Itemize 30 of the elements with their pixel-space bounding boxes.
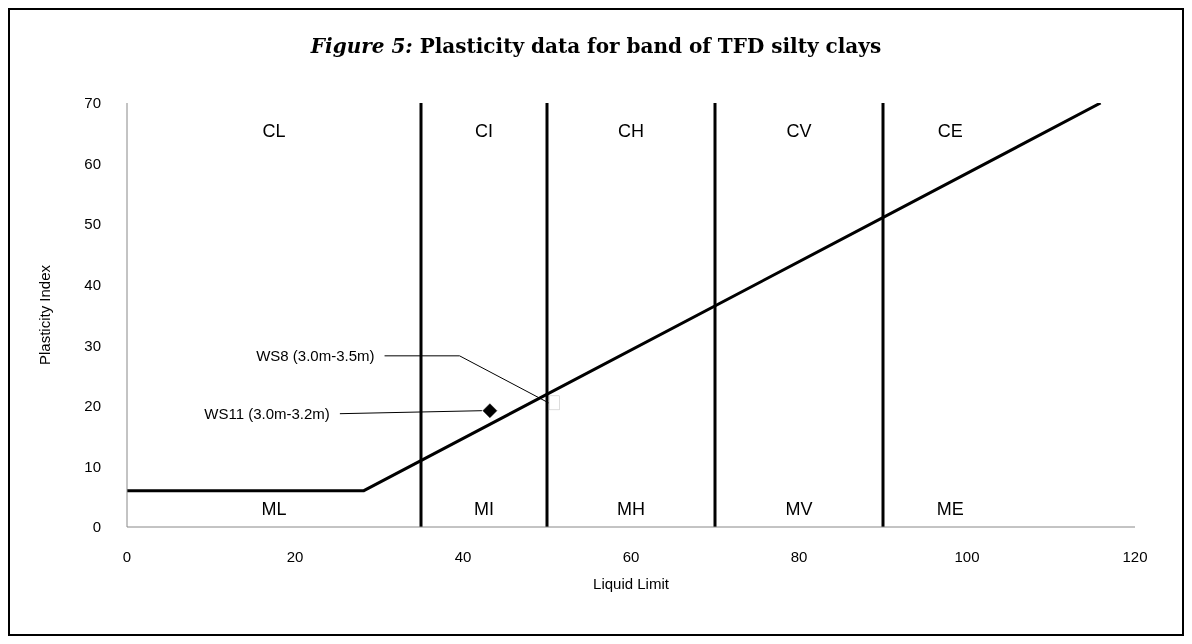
y-tick-label: 70 bbox=[84, 94, 101, 112]
annotation: ME bbox=[936, 498, 964, 519]
x-tick-label: 60 bbox=[622, 547, 640, 565]
y-tick-label: 10 bbox=[84, 457, 101, 475]
annotation: CH bbox=[618, 121, 644, 142]
text: WS11 (3.0m-3.2m) bbox=[204, 404, 330, 422]
annotation: CI bbox=[475, 121, 493, 142]
x-tick-label: 40 bbox=[454, 547, 472, 565]
y-tick-label: 50 bbox=[84, 215, 101, 233]
text: WS8 (3.0m-3.5m) bbox=[256, 346, 375, 364]
annotation: MI bbox=[474, 498, 494, 519]
x-tick-label: 120 bbox=[1122, 547, 1148, 565]
x-tick-label: 20 bbox=[286, 547, 304, 565]
y-tick-label: 20 bbox=[84, 397, 101, 415]
y-tick-label: 0 bbox=[92, 518, 101, 536]
x-tick-label: 0 bbox=[122, 547, 132, 565]
annotation: CL bbox=[262, 121, 286, 142]
x-tick-label: 100 bbox=[954, 547, 980, 565]
y-tick-label: 40 bbox=[84, 276, 101, 294]
annotation: MH bbox=[617, 498, 645, 519]
x-axis-title: Liquid Limit bbox=[593, 575, 670, 592]
y-tick-label: 60 bbox=[84, 154, 101, 172]
chart-title: Figure 5: Plasticity data for band of TFD silty clays bbox=[310, 34, 882, 58]
y-tick-label: 30 bbox=[84, 336, 101, 354]
annotation: ML bbox=[261, 498, 287, 519]
y-axis-title: Plasticity Index bbox=[36, 264, 54, 366]
annotation: CE bbox=[937, 121, 963, 142]
x-tick-label: 80 bbox=[790, 547, 808, 565]
annotation: MV bbox=[785, 498, 813, 519]
annotation: CV bbox=[786, 121, 812, 142]
